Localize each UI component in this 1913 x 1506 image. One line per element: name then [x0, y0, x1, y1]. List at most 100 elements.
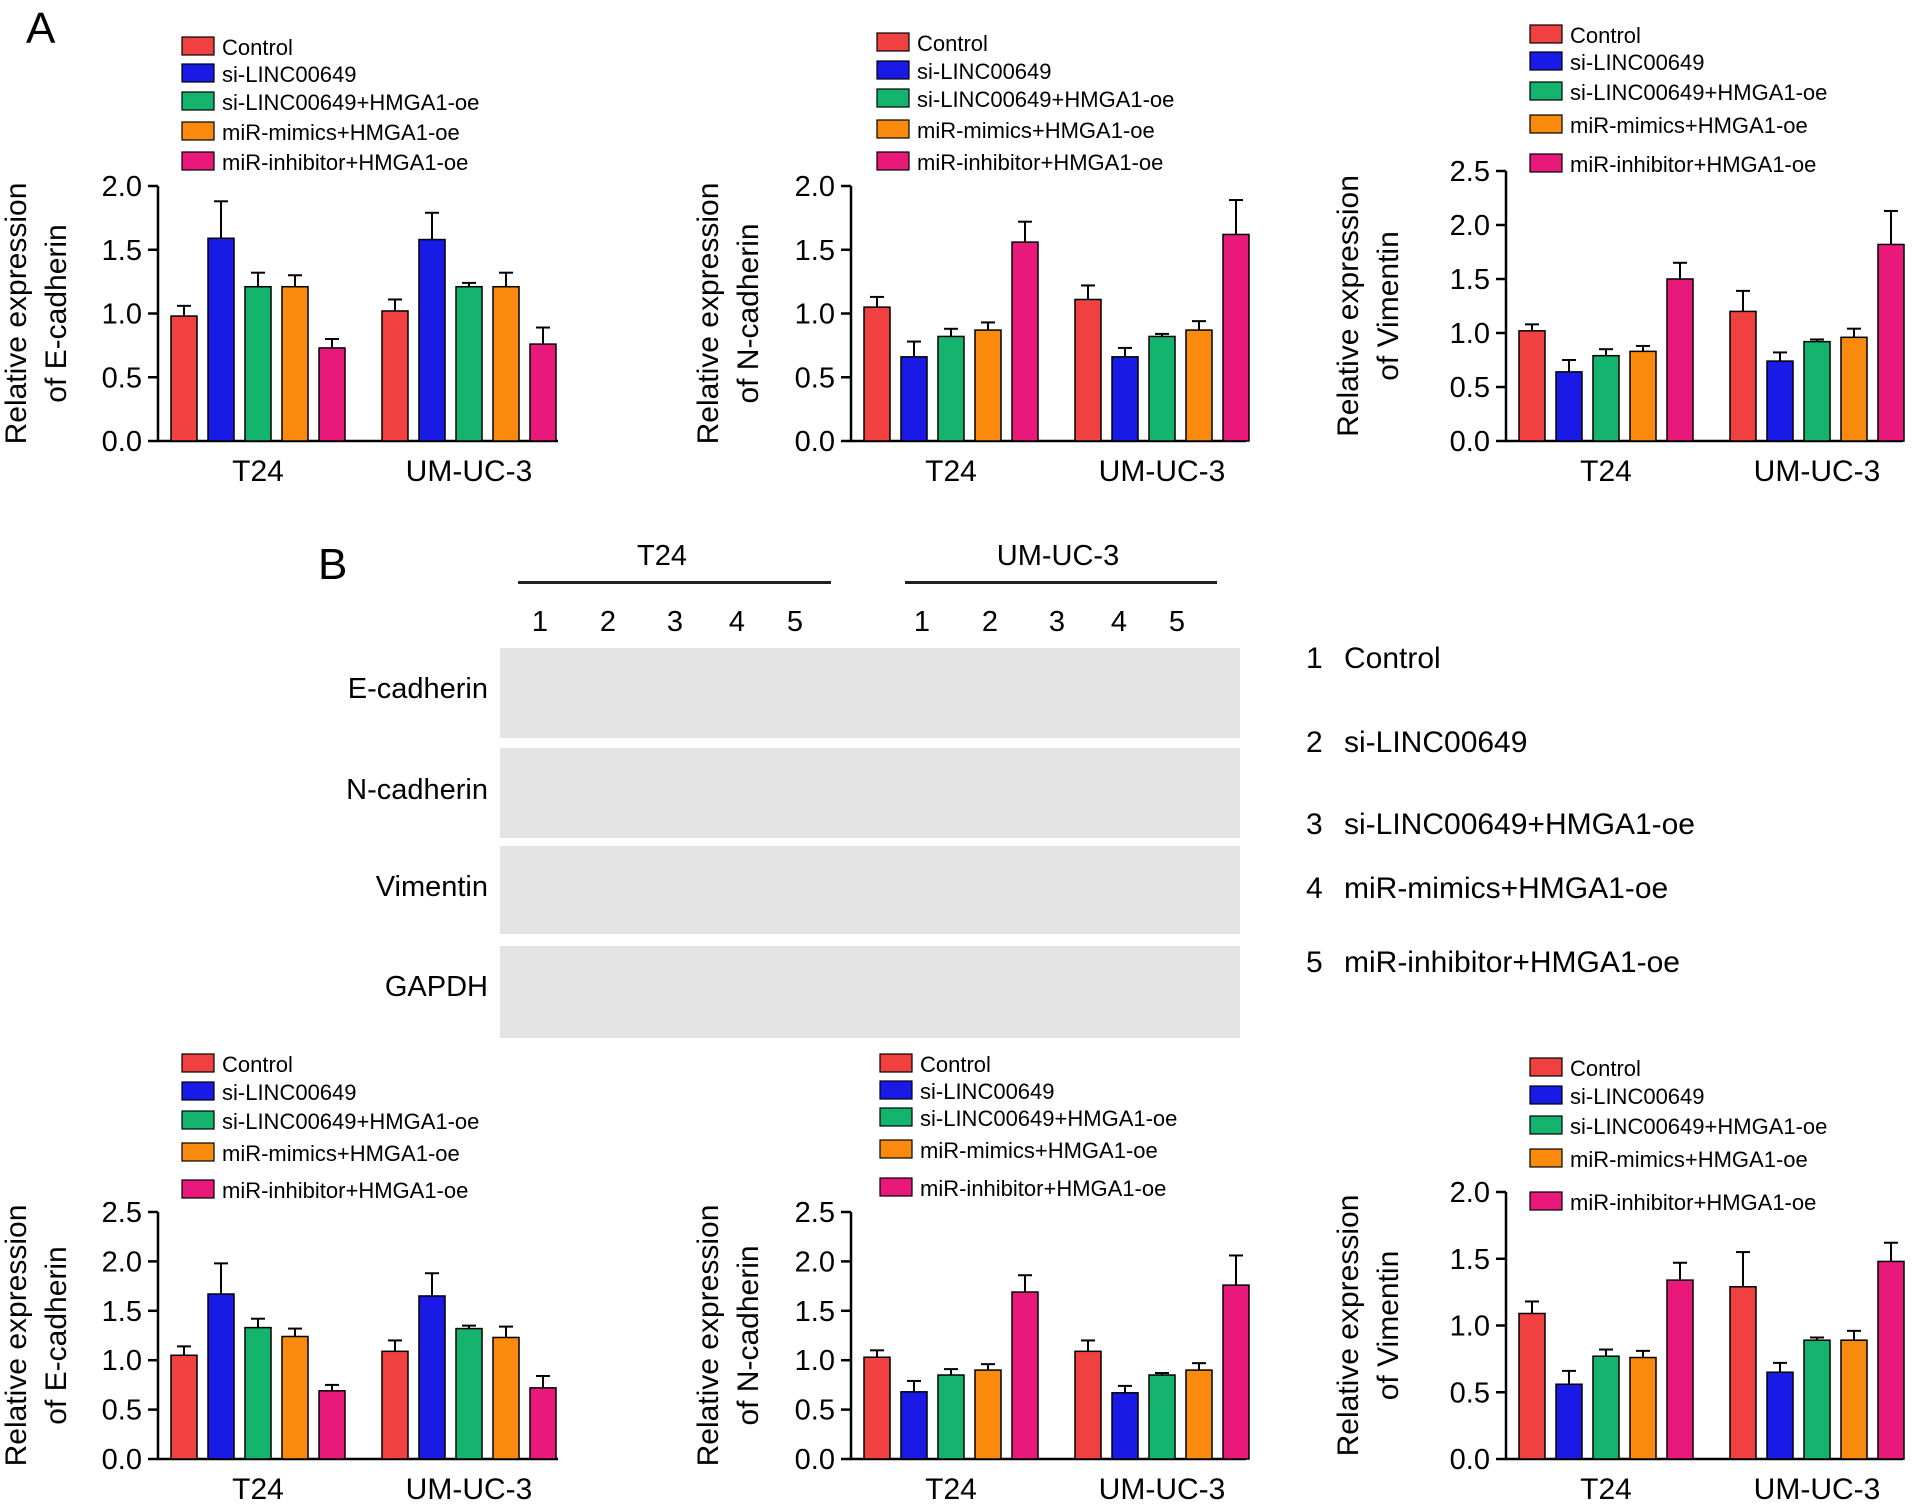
bar — [900, 1391, 928, 1460]
legend-label: si-LINC00649 — [920, 1079, 1055, 1104]
bar — [1629, 1356, 1657, 1460]
bar — [937, 1374, 965, 1460]
bar — [1185, 329, 1213, 442]
y-tick-label: 1.5 — [1450, 1244, 1490, 1276]
legend-swatch — [879, 1107, 913, 1127]
bar — [492, 1336, 520, 1460]
bar — [1629, 350, 1657, 442]
bar — [418, 238, 446, 442]
legend-label: miR-inhibitor+HMGA1-oe — [222, 1178, 468, 1203]
bar — [863, 306, 891, 442]
bar — [1011, 1291, 1039, 1460]
bar — [1803, 1339, 1831, 1460]
y-tick-label: 0.5 — [1450, 1377, 1490, 1409]
legend-swatch — [879, 1177, 913, 1197]
y-tick-label: 1.0 — [102, 1345, 142, 1377]
y-axis-label: Relative expression — [0, 183, 33, 445]
chart-b-vim: 0.0 0.5 1.0 1.5 2.0 Relative expression of Vim… — [1332, 1056, 1905, 1506]
legend-label: si-LINC00649 — [1570, 1084, 1705, 1109]
y-tick-label: 0.5 — [795, 1395, 835, 1427]
legend-label: si-LINC00649+HMGA1-oe — [1570, 80, 1827, 105]
y-tick-label: 0.0 — [1450, 426, 1490, 458]
y-tick-label: 2.5 — [102, 1197, 142, 1229]
legend-swatch — [181, 1053, 215, 1073]
y-tick-label: 1.5 — [1450, 264, 1490, 296]
bar — [863, 1356, 891, 1460]
bar — [1222, 1284, 1250, 1460]
bar — [529, 1387, 557, 1460]
bar — [492, 285, 520, 442]
bar — [1877, 243, 1905, 442]
x-tick-label: T24 — [1580, 1473, 1632, 1506]
legend-label: miR-inhibitor+HMGA1-oe — [917, 150, 1163, 175]
legend-label: si-LINC00649+HMGA1-oe — [917, 87, 1174, 112]
bar — [1666, 278, 1694, 442]
bar — [455, 1327, 483, 1460]
chart-a-ecad: 0.0 0.5 1.0 1.5 2.0 Relative expression of E-c… — [0, 35, 558, 488]
legend-label: si-LINC00649+HMGA1-oe — [1570, 1114, 1827, 1139]
legend-label: si-LINC00649+HMGA1-oe — [222, 90, 479, 115]
y-tick-label: 1.0 — [1450, 318, 1490, 350]
legend-label: si-LINC00649 — [222, 62, 357, 87]
x-tick-label: UM-UC-3 — [1099, 455, 1226, 488]
y-tick-label: 0.0 — [102, 426, 142, 458]
legend-swatch — [181, 1142, 215, 1162]
bar — [418, 1295, 446, 1460]
bar — [1766, 360, 1794, 442]
legend-label: Control — [917, 31, 988, 56]
panel-label-a: A — [26, 4, 56, 53]
legend-label: si-LINC00649 — [917, 59, 1052, 84]
y-tick-label: 1.0 — [795, 299, 835, 331]
legend-label: si-LINC00649 — [1570, 50, 1705, 75]
legend-label: miR-inhibitor+HMGA1-oe — [222, 150, 468, 175]
y-axis-label: Relative expression — [1332, 1195, 1365, 1457]
y-axis-label: Relative expression — [0, 1205, 33, 1467]
bar — [1111, 356, 1139, 442]
y-tick-label: 1.5 — [795, 1296, 835, 1328]
legend-swatch — [1529, 114, 1563, 134]
legend-label: miR-mimics+HMGA1-oe — [222, 120, 460, 145]
legend-swatch — [879, 1080, 913, 1100]
bar — [974, 329, 1002, 442]
legend-label: Control — [1570, 1056, 1641, 1081]
bar — [1074, 298, 1102, 442]
bar — [1148, 1374, 1176, 1460]
bar — [1555, 1383, 1583, 1460]
x-tick-label: UM-UC-3 — [406, 1473, 533, 1506]
y-tick-label: 2.5 — [1450, 156, 1490, 188]
bar — [281, 1335, 309, 1460]
bar — [1666, 1279, 1694, 1460]
bar — [1074, 1350, 1102, 1460]
bar — [318, 347, 346, 442]
legend-swatch — [1529, 1115, 1563, 1135]
legend-swatch — [181, 151, 215, 171]
bar — [1148, 335, 1176, 442]
legend-label: miR-mimics+HMGA1-oe — [917, 118, 1155, 143]
x-tick-label: T24 — [232, 455, 284, 488]
bar — [1729, 310, 1757, 442]
y-tick-label: 0.0 — [795, 426, 835, 458]
legend-swatch — [181, 121, 215, 141]
legend-swatch — [1529, 153, 1563, 173]
y-axis-label: Relative expression — [1332, 175, 1365, 437]
y-tick-label: 1.0 — [1450, 1311, 1490, 1343]
legend-label: Control — [1570, 23, 1641, 48]
legend-label: miR-inhibitor+HMGA1-oe — [1570, 152, 1816, 177]
y-axis-label: Relative expression — [692, 1205, 725, 1467]
x-tick-label: UM-UC-3 — [1754, 1473, 1881, 1506]
y-tick-label: 0.5 — [102, 362, 142, 394]
y-tick-label: 2.0 — [1450, 1177, 1490, 1209]
legend-swatch — [1529, 1148, 1563, 1168]
y-tick-label: 1.0 — [102, 299, 142, 331]
legend-label: Control — [222, 1052, 293, 1077]
bar — [244, 285, 272, 442]
y-tick-label: 0.0 — [1450, 1444, 1490, 1476]
legend-swatch — [876, 88, 910, 108]
legend-label: si-LINC00649 — [222, 1080, 357, 1105]
x-tick-label: T24 — [925, 1473, 977, 1506]
legend-swatch — [876, 32, 910, 52]
legend-label: Control — [920, 1052, 991, 1077]
bar — [1518, 1312, 1546, 1460]
bar — [1592, 1355, 1620, 1460]
y-tick-label: 0.5 — [102, 1395, 142, 1427]
